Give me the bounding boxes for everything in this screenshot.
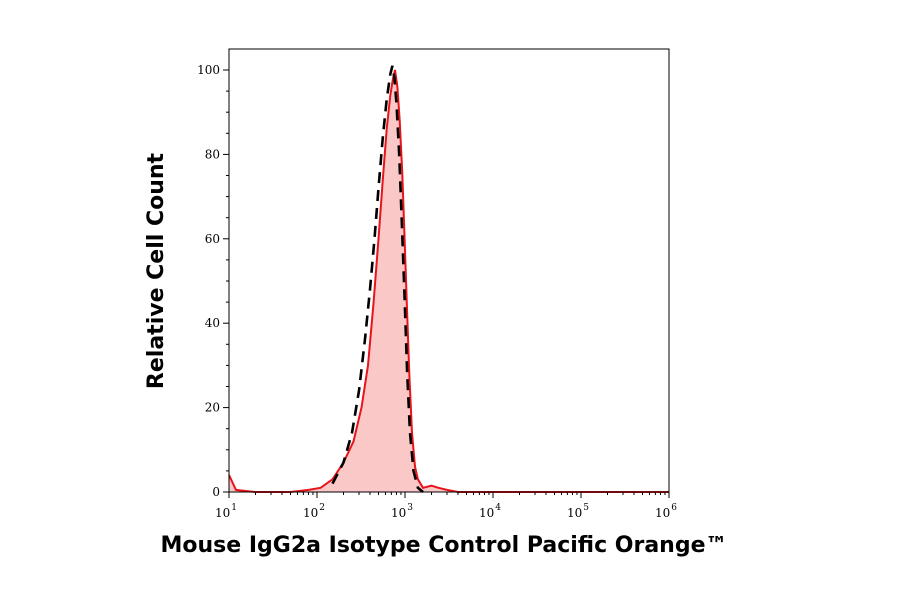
y-tick-label: 60 [205,232,220,246]
x-tick-label: 105 [567,503,589,520]
series-0-line [228,69,669,493]
y-tick-label: 80 [205,147,220,161]
x-tick-label: 104 [479,503,501,520]
x-axis-title: Mouse IgG2a Isotype Control Pacific Oran… [160,533,727,558]
y-tick-label: 40 [205,316,220,330]
x-tick-label: 106 [655,503,677,520]
x-tick-label: 103 [391,503,413,520]
series-0-fill [229,70,669,492]
y-axis-title: Relative Cell Count [144,152,169,389]
plot-frame [228,48,670,493]
series-1-dashed-line [331,65,424,494]
axis-layer: 101 102 103 104 105 106 0 20 40 60 80 100 [197,63,677,520]
y-tick-label: 0 [212,485,220,499]
y-tick-label: 100 [197,63,220,77]
x-tick-label: 101 [215,503,237,520]
x-tick-label: 102 [303,503,325,520]
series-layer [228,65,669,494]
y-tick-label: 20 [205,401,220,415]
